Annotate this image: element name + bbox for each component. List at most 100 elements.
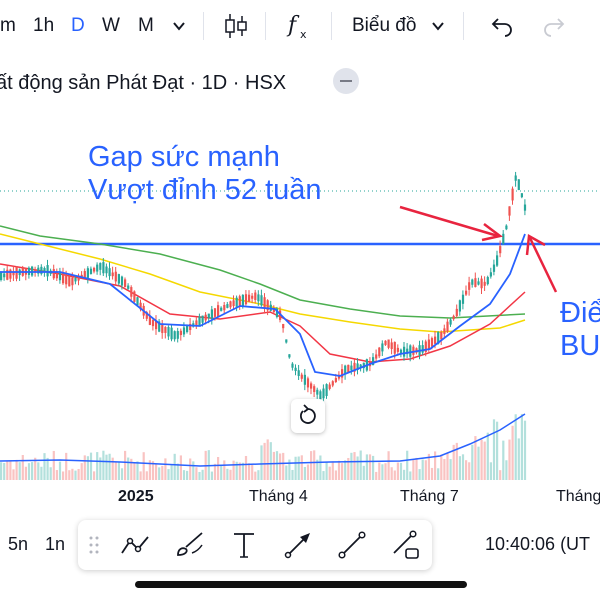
candle-body — [195, 320, 198, 326]
volume-bar — [465, 460, 468, 480]
candle-body — [483, 281, 486, 286]
volume-bar — [505, 460, 508, 480]
interval-1h[interactable]: 1h — [33, 15, 55, 36]
brush-icon[interactable] — [172, 527, 208, 563]
volume-bar — [254, 471, 257, 480]
reset-chart-button[interactable] — [291, 399, 325, 433]
minus-icon — [340, 80, 352, 82]
volume-bar — [77, 468, 80, 480]
volume-bar — [155, 463, 158, 480]
candle-body — [291, 363, 294, 368]
volume-bar — [396, 462, 399, 480]
volume-bar — [31, 462, 34, 480]
volume-bar — [217, 457, 220, 480]
interval-w[interactable]: W — [102, 15, 120, 36]
candle-body — [313, 386, 316, 393]
volume-bar — [34, 457, 37, 480]
volume-bar — [356, 456, 359, 480]
volume-bar — [384, 463, 387, 480]
volume-bar — [474, 436, 477, 480]
volume-bar — [58, 461, 62, 480]
trend-line-icon[interactable] — [334, 527, 370, 563]
candle-body — [334, 378, 337, 382]
interval-5m[interactable]: 5n — [8, 534, 29, 554]
candle-body — [455, 308, 458, 317]
chevron-down-icon[interactable] — [171, 18, 187, 34]
fx-indicators-icon[interactable]: f x — [286, 12, 314, 42]
interval-d[interactable]: D — [71, 15, 85, 36]
candle-body — [71, 277, 74, 286]
drag-handle-icon[interactable] — [84, 527, 104, 563]
candle-body — [114, 271, 117, 282]
candle-body — [275, 308, 279, 318]
candle-body — [77, 275, 80, 281]
collapse-legend-button[interactable] — [333, 68, 359, 94]
candle-body — [83, 271, 86, 279]
volume-bar — [108, 453, 111, 480]
rectangle-tool-icon[interactable] — [386, 527, 422, 563]
candle-body — [102, 262, 105, 274]
candle-body — [248, 294, 251, 302]
candle-body — [130, 287, 133, 297]
candle-body — [3, 273, 6, 278]
volume-ma-line — [0, 413, 526, 467]
candle-body — [179, 330, 182, 336]
candle-body — [325, 384, 328, 397]
candle-body — [40, 266, 43, 274]
arrow-tool-icon[interactable] — [280, 527, 316, 563]
candle-body — [266, 300, 269, 311]
candle-body — [260, 295, 263, 306]
volume-bar — [483, 441, 486, 480]
interval-m[interactable]: m — [0, 15, 16, 36]
volume-bar — [65, 452, 68, 480]
candle-body — [356, 363, 359, 370]
interval-1m[interactable]: 1n — [45, 534, 66, 554]
chevron-down-icon[interactable] — [430, 18, 446, 34]
candle-body — [458, 300, 461, 312]
volume-bar — [189, 458, 192, 480]
volume-bar — [145, 471, 148, 480]
candle-body — [396, 347, 399, 352]
candle-body — [384, 340, 387, 345]
candle-body — [480, 278, 483, 289]
candle-body — [502, 233, 505, 244]
text-tool-icon[interactable] — [226, 527, 262, 563]
candle-body — [251, 295, 254, 299]
price-chart[interactable] — [0, 114, 600, 480]
volume-bar — [362, 465, 365, 480]
candle-body — [489, 272, 492, 277]
candlestick-icon[interactable] — [223, 12, 249, 40]
volume-bar — [226, 468, 229, 480]
volume-bar — [6, 461, 9, 480]
undo-icon[interactable] — [490, 14, 514, 38]
candle-body — [452, 315, 455, 320]
volume-bar — [0, 462, 3, 480]
volume-bar — [316, 459, 319, 480]
chart-type-label[interactable]: Biểu đồ — [352, 15, 417, 36]
interval-mo[interactable]: M — [138, 15, 154, 36]
candle-body — [496, 255, 499, 266]
candle-body — [461, 294, 465, 304]
candle-body — [108, 268, 111, 277]
drawing-toolbar — [78, 520, 432, 570]
candle-body — [477, 281, 480, 285]
volume-bar — [331, 461, 334, 480]
candle-body — [148, 315, 151, 325]
candle-body — [331, 381, 334, 386]
volume-bar — [232, 460, 235, 480]
volume-bar — [99, 457, 102, 480]
volume-bar — [452, 444, 455, 480]
candle-body — [310, 383, 313, 389]
candle-body — [226, 304, 229, 308]
volume-bar — [294, 456, 297, 480]
candle-body — [316, 389, 319, 395]
volume-bar — [471, 444, 474, 480]
candle-body — [393, 341, 396, 354]
volume-bar — [74, 470, 77, 480]
volume-bar — [257, 470, 260, 480]
trend-pattern-icon[interactable] — [118, 527, 154, 563]
volume-bar — [322, 471, 325, 480]
candle-body — [437, 332, 440, 344]
volume-bar — [49, 467, 52, 480]
volume-bar — [282, 452, 285, 480]
